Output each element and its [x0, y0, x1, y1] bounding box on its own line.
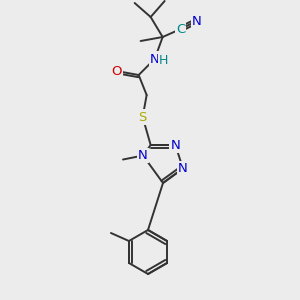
Text: N: N [170, 139, 180, 152]
Text: C: C [176, 22, 185, 35]
Text: N: N [192, 14, 202, 28]
Text: N: N [138, 149, 148, 162]
Text: H: H [159, 53, 168, 67]
Text: O: O [111, 64, 122, 77]
Text: N: N [150, 52, 160, 65]
Text: N: N [178, 162, 188, 175]
Text: S: S [139, 110, 147, 124]
